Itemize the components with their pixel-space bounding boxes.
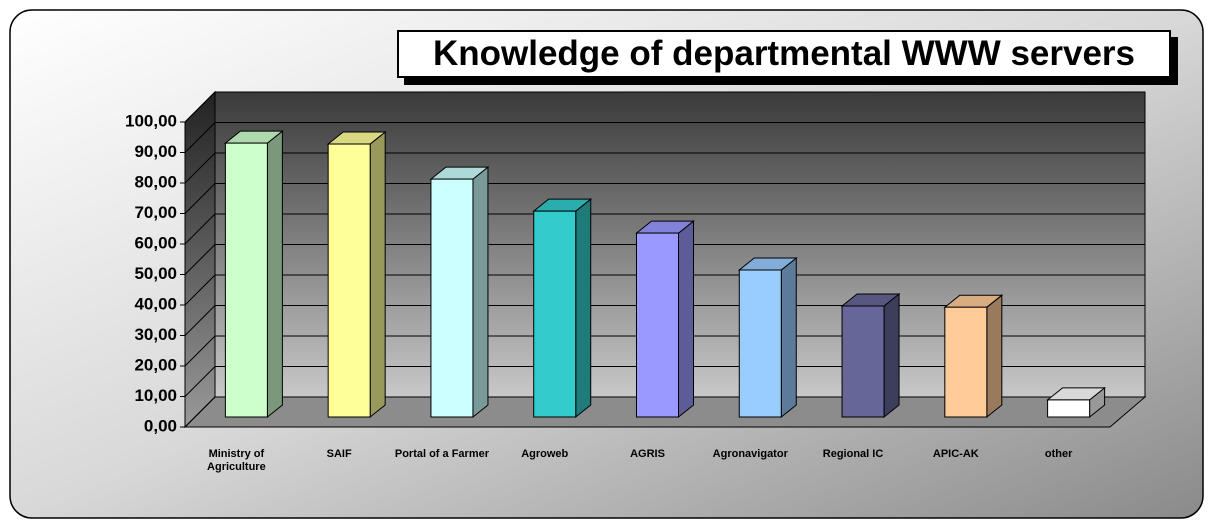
y-tick-label: 0,00 xyxy=(144,416,177,435)
y-tick-label: 70,00 xyxy=(134,203,177,222)
grid-line xyxy=(184,244,216,275)
bar-side xyxy=(986,294,1003,419)
x-tick-label: Portal of a Farmer xyxy=(394,448,489,460)
bar-side xyxy=(575,198,592,419)
bar xyxy=(327,143,371,418)
grid-line xyxy=(184,305,216,336)
y-tick-label: 60,00 xyxy=(134,233,177,252)
x-tick-label: Ministry of Agriculture xyxy=(207,448,266,473)
bar-side xyxy=(369,130,386,419)
grid-line xyxy=(184,213,216,245)
x-tick-label: Regional IC xyxy=(822,448,884,460)
x-tick-label: APIC-AK xyxy=(932,448,979,460)
y-tick-label: 50,00 xyxy=(134,264,177,283)
x-tick-label: Agroweb xyxy=(521,448,569,460)
y-tick-label: 80,00 xyxy=(134,172,177,191)
bar xyxy=(430,178,474,418)
grid-line xyxy=(184,91,216,123)
grid-line xyxy=(184,366,216,397)
bar xyxy=(224,142,268,418)
bar xyxy=(841,305,885,418)
y-tick-label: 90,00 xyxy=(134,142,177,161)
grid-line xyxy=(184,152,216,184)
bar xyxy=(636,232,679,418)
y-tick-label: 20,00 xyxy=(134,355,177,374)
bar xyxy=(738,269,782,418)
grid-line xyxy=(184,335,216,367)
bar-side xyxy=(883,292,900,419)
y-tick-label: 100,00 xyxy=(125,111,177,130)
bar-side xyxy=(266,130,283,419)
y-tick-label: 30,00 xyxy=(134,325,177,344)
grid-line xyxy=(184,396,216,428)
bar xyxy=(1047,399,1091,418)
y-tick-label: 40,00 xyxy=(134,294,177,313)
x-tick-label: SAIF xyxy=(326,448,352,460)
grid-line xyxy=(184,122,216,153)
x-tick-label: AGRIS xyxy=(630,448,665,460)
y-tick-label: 10,00 xyxy=(134,386,177,405)
bar-side xyxy=(472,166,489,419)
grid-line xyxy=(184,274,216,306)
bar xyxy=(944,306,988,418)
chart-title: Knowledge of departmental WWW servers xyxy=(397,30,1171,78)
bar xyxy=(533,210,577,418)
bar-side xyxy=(780,256,797,419)
x-tick-label: other xyxy=(1044,448,1073,460)
bar-side xyxy=(678,220,694,419)
x-tick-label: Agronavigator xyxy=(712,448,788,460)
grid-line xyxy=(184,183,216,214)
